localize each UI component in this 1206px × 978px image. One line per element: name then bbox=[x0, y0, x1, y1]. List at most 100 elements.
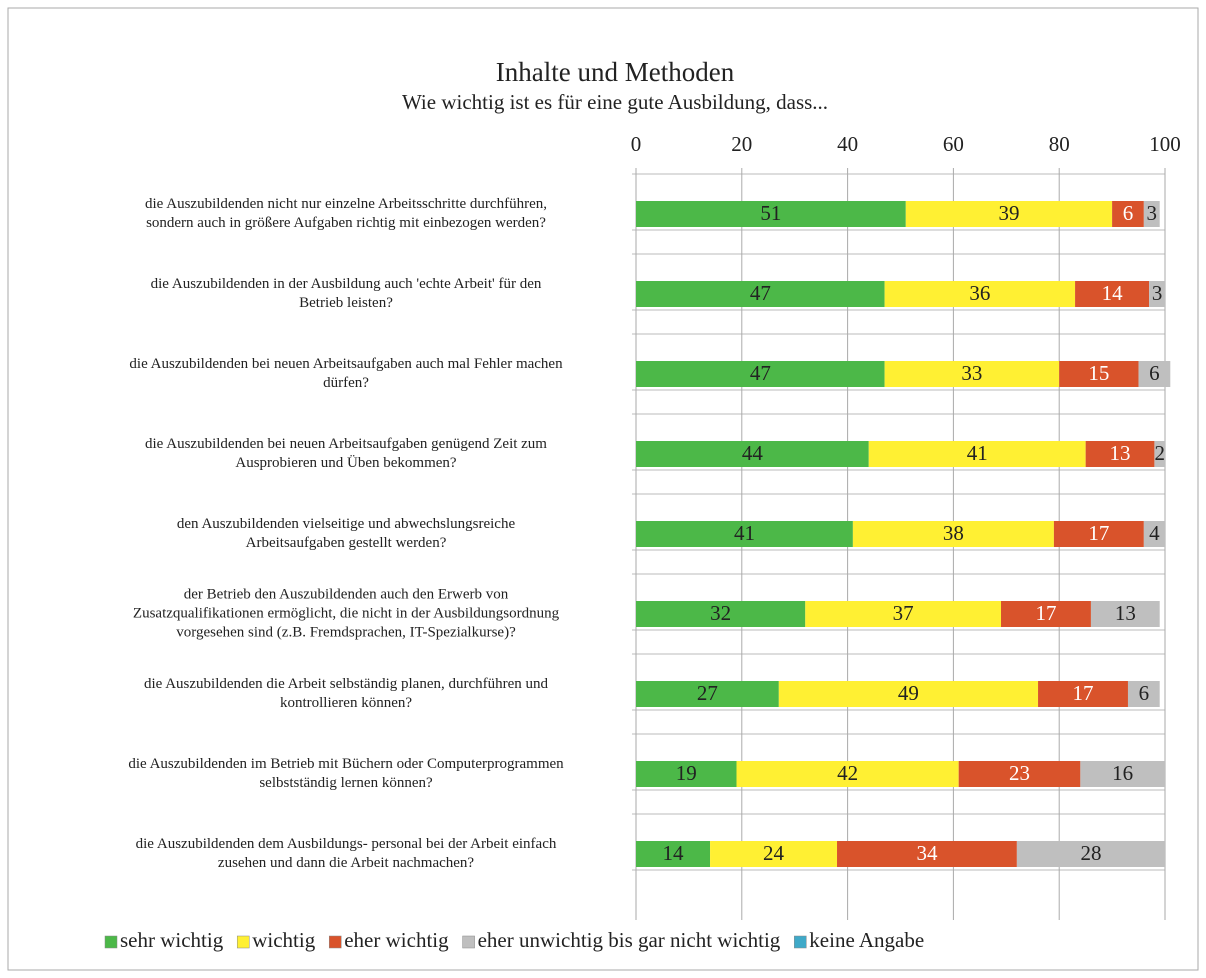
bar-segment bbox=[1059, 361, 1139, 387]
data-label: 14 bbox=[663, 841, 685, 865]
category-label: den Auszubildenden vielseitige und abwec… bbox=[177, 516, 516, 532]
category-label: Arbeitsaufgaben gestellt werden? bbox=[246, 535, 447, 551]
bar-segment bbox=[837, 841, 1017, 867]
category-label: selbstständig lernen können? bbox=[259, 775, 433, 791]
bar-segment bbox=[636, 521, 853, 547]
legend-swatch bbox=[462, 935, 475, 949]
x-tick-label: 0 bbox=[631, 132, 642, 156]
data-label: 17 bbox=[1088, 521, 1109, 545]
bar-segment bbox=[1085, 441, 1155, 467]
x-tick-label: 60 bbox=[943, 132, 964, 156]
data-label: 15 bbox=[1088, 361, 1109, 385]
category-label: Betrieb leisten? bbox=[299, 295, 393, 311]
legend-label: sehr wichtig bbox=[120, 928, 224, 952]
category-label: die Auszubildenden nicht nur einzelne Ar… bbox=[145, 196, 547, 212]
data-label: 41 bbox=[967, 441, 988, 465]
x-tick-label: 80 bbox=[1049, 132, 1070, 156]
data-label: 3 bbox=[1152, 281, 1163, 305]
x-tick-label: 40 bbox=[837, 132, 858, 156]
data-label: 17 bbox=[1035, 601, 1056, 625]
bar-segment bbox=[1053, 521, 1144, 547]
legend-label: eher wichtig bbox=[344, 928, 449, 952]
data-label: 42 bbox=[837, 761, 858, 785]
legend-label: keine Angabe bbox=[809, 928, 924, 952]
data-label: 28 bbox=[1080, 841, 1101, 865]
category-label: die Auszubildenden dem Ausbildungs- pers… bbox=[136, 836, 557, 852]
bar-segment bbox=[868, 441, 1086, 467]
category-label: vorgesehen sind (z.B. Fremdsprachen, IT-… bbox=[176, 624, 516, 640]
bar-segment bbox=[805, 601, 1002, 627]
data-label: 6 bbox=[1123, 201, 1134, 225]
data-label: 14 bbox=[1102, 281, 1124, 305]
data-label: 2 bbox=[1154, 441, 1165, 465]
bar-segment bbox=[1138, 361, 1171, 387]
bar-segment bbox=[1038, 681, 1128, 707]
category-label: die Auszubildenden die Arbeit selbständi… bbox=[144, 676, 549, 692]
category-label: die Auszubildenden bei neuen Arbeitsaufg… bbox=[129, 356, 563, 372]
x-tick-label: 100 bbox=[1149, 132, 1181, 156]
data-label: 32 bbox=[710, 601, 731, 625]
bar-segment bbox=[1090, 601, 1160, 627]
data-label: 23 bbox=[1009, 761, 1030, 785]
data-label: 3 bbox=[1147, 201, 1158, 225]
bar-segment bbox=[710, 841, 838, 867]
category-label: Zusatzqualifikationen ermöglicht, die ni… bbox=[133, 605, 560, 621]
bar-segment bbox=[1154, 441, 1165, 467]
data-label: 47 bbox=[750, 361, 771, 385]
data-label: 27 bbox=[697, 681, 718, 705]
data-label: 34 bbox=[916, 841, 938, 865]
legend-swatch bbox=[236, 935, 250, 949]
data-label: 13 bbox=[1110, 441, 1131, 465]
data-label: 19 bbox=[676, 761, 697, 785]
data-label: 49 bbox=[898, 681, 919, 705]
category-label: die Auszubildenden in der Ausbildung auc… bbox=[151, 276, 542, 292]
bar-segment bbox=[636, 361, 885, 387]
legend-swatch bbox=[104, 935, 118, 949]
legend-swatch bbox=[328, 935, 342, 949]
bar-segment bbox=[1143, 201, 1160, 227]
data-label: 51 bbox=[760, 201, 781, 225]
bar-segment bbox=[636, 601, 806, 627]
chart-title: Inhalte und Methoden bbox=[496, 57, 735, 87]
data-label: 39 bbox=[998, 201, 1019, 225]
category-label: kontrollieren können? bbox=[280, 695, 412, 711]
bar-segment bbox=[852, 521, 1054, 547]
legend-label: eher unwichtig bis gar nicht wichtig bbox=[478, 928, 781, 952]
bar-segment bbox=[1149, 281, 1165, 307]
x-tick-label: 20 bbox=[731, 132, 752, 156]
bar-segment bbox=[1001, 601, 1091, 627]
data-label: 6 bbox=[1139, 681, 1150, 705]
bar-segment bbox=[884, 361, 1060, 387]
data-label: 37 bbox=[893, 601, 914, 625]
bar-segment bbox=[636, 281, 885, 307]
category-label: sondern auch in größere Aufgaben richtig… bbox=[146, 215, 546, 231]
bar-segment bbox=[1016, 841, 1165, 867]
bar-segment bbox=[1112, 201, 1144, 227]
data-label: 33 bbox=[961, 361, 982, 385]
category-label: die Auszubildenden im Betrieb mit Bücher… bbox=[128, 756, 564, 772]
data-label: 4 bbox=[1149, 521, 1160, 545]
bar-segment bbox=[636, 201, 906, 227]
data-label: 13 bbox=[1115, 601, 1136, 625]
chart-subtitle: Wie wichtig ist es für eine gute Ausbild… bbox=[402, 90, 828, 114]
data-label: 24 bbox=[763, 841, 785, 865]
data-label: 47 bbox=[750, 281, 771, 305]
bar-segment bbox=[636, 681, 779, 707]
bar-segment bbox=[1075, 281, 1150, 307]
bar-segment bbox=[1127, 681, 1160, 707]
bar-segment bbox=[636, 441, 869, 467]
bar-segment bbox=[905, 201, 1113, 227]
category-label: der Betrieb den Auszubildenden auch den … bbox=[184, 586, 509, 602]
bar-segment bbox=[884, 281, 1076, 307]
bar-segment bbox=[636, 841, 711, 867]
bar-segment bbox=[958, 761, 1081, 787]
data-label: 17 bbox=[1073, 681, 1094, 705]
bar-segment bbox=[736, 761, 959, 787]
category-label: dürfen? bbox=[323, 375, 369, 391]
category-label: die Auszubildenden bei neuen Arbeitsaufg… bbox=[145, 436, 547, 452]
data-label: 36 bbox=[969, 281, 990, 305]
category-label: Ausprobieren und Üben bekommen? bbox=[235, 454, 457, 471]
bar-segment bbox=[636, 761, 737, 787]
category-label: zusehen und dann die Arbeit nachmachen? bbox=[218, 855, 474, 871]
